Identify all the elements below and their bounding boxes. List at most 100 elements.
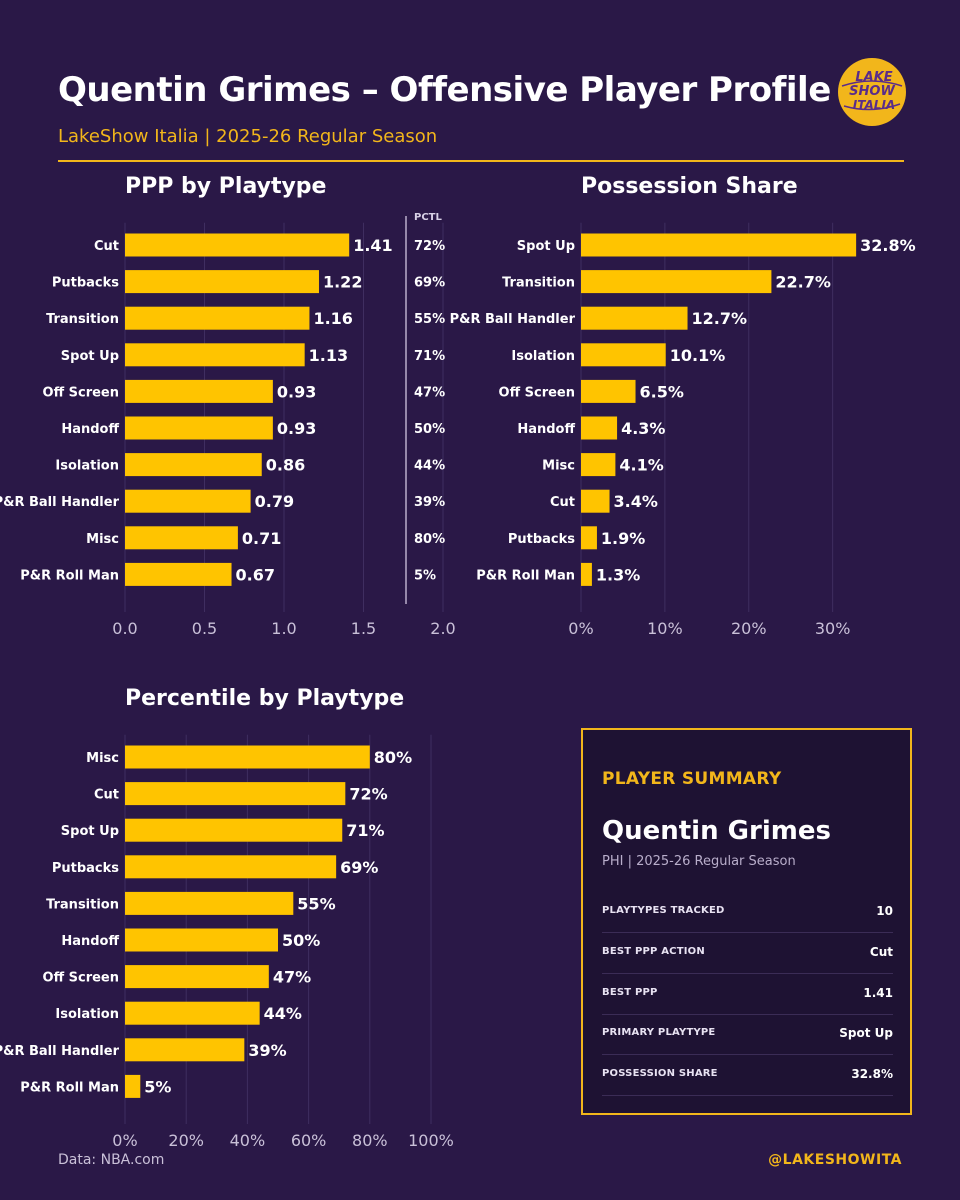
ppp-bar [125, 416, 273, 440]
ppp-value-label: 1.41 [353, 236, 392, 255]
pctl-value-label: 80% [374, 748, 412, 767]
share-category-label: Handoff [517, 422, 575, 437]
ppp-value-label: 1.16 [313, 309, 352, 328]
ppp-tick-label: 2.0 [430, 619, 455, 638]
pctl-value-label: 69% [340, 858, 378, 877]
ppp-bar [125, 379, 273, 403]
pctl-category-label: P&R Ball Handler [0, 1044, 120, 1059]
ppp-category-label: P&R Roll Man [20, 568, 119, 583]
ppp-value-label: 1.13 [309, 346, 348, 365]
ppp-side-label: 50% [414, 422, 445, 437]
summary-heading: PLAYER SUMMARY [602, 769, 782, 789]
ppp-category-label: Transition [46, 312, 119, 327]
pctl-category-label: P&R Roll Man [20, 1080, 119, 1095]
pctl-category-label: Cut [94, 788, 119, 803]
ppp-tick-label: 0.5 [192, 619, 217, 638]
social-handle[interactable]: @LAKESHOWITA [768, 1152, 902, 1168]
share-value-label: 1.3% [596, 565, 640, 584]
share-category-label: Off Screen [499, 385, 575, 400]
pctl-category-label: Isolation [55, 1007, 119, 1022]
pctl-value-label: 39% [248, 1041, 286, 1060]
summary-row-value: Cut [869, 945, 893, 959]
logo-ball-seam [841, 80, 903, 87]
pctl-value-label: 44% [264, 1004, 302, 1023]
ppp-value-label: 0.71 [242, 529, 281, 548]
pctl-category-label: Spot Up [61, 824, 119, 839]
ppp-side-label: 39% [414, 495, 445, 510]
ppp-tick-label: 1.0 [271, 619, 296, 638]
ppp-value-label: 0.79 [255, 492, 294, 511]
share-chart-title: Possession Share [581, 174, 798, 199]
summary-row-label: BEST PPP ACTION [602, 946, 705, 957]
share-category-label: Transition [502, 276, 575, 291]
pctl-value-label: 55% [297, 894, 335, 913]
pctl-tick-label: 80% [352, 1131, 388, 1150]
pctl-value-label: 71% [346, 821, 384, 840]
logo-text: SHOW [849, 84, 895, 99]
ppp-side-label: 71% [414, 349, 445, 364]
share-category-label: Misc [542, 459, 575, 474]
page-subtitle: LakeShow Italia | 2025-26 Regular Season [58, 126, 438, 147]
summary-row: PRIMARY PLAYTYPE Spot Up [602, 1014, 893, 1055]
share-tick-label: 20% [731, 619, 767, 638]
pctl-value-label: 5% [144, 1077, 171, 1096]
share-bar [581, 270, 772, 294]
ppp-side-label: 80% [414, 532, 445, 547]
ppp-value-label: 0.86 [266, 456, 305, 475]
summary-row: BEST PPP 1.41 [602, 974, 893, 1015]
ppp-side-label: 55% [414, 312, 445, 327]
pctl-bar [125, 928, 278, 952]
logo-ball-seam [843, 103, 901, 111]
summary-row-value: Spot Up [839, 1026, 893, 1040]
ppp-bar [125, 453, 262, 477]
ppp-side-label: 69% [414, 276, 445, 291]
pctl-bar [125, 855, 337, 879]
pctl-value-label: 47% [273, 968, 311, 987]
ppp-category-label: Isolation [55, 459, 119, 474]
share-tick-label: 30% [815, 619, 851, 638]
ppp-chart-title: PPP by Playtype [125, 174, 327, 199]
ppp-bar [125, 489, 251, 513]
summary-row-value: 10 [876, 904, 893, 918]
share-value-label: 10.1% [670, 346, 726, 365]
summary-row-label: BEST PPP [602, 987, 658, 998]
pctl-category-label: Handoff [61, 934, 119, 949]
ppp-bar [125, 270, 319, 294]
pctl-value-label: 72% [349, 785, 387, 804]
summary-row-value: 32.8% [851, 1067, 893, 1081]
logo-text: LAKE [855, 70, 892, 85]
share-bar [581, 379, 636, 403]
ppp-value-label: 0.67 [236, 565, 275, 584]
pctl-bar [125, 965, 269, 989]
pctl-category-label: Transition [46, 897, 119, 912]
share-category-label: P&R Roll Man [476, 568, 575, 583]
pctl-bar [125, 782, 346, 806]
data-source: Data: NBA.com [58, 1152, 165, 1168]
ppp-category-label: Putbacks [52, 276, 119, 291]
ppp-side-header: PCTL [414, 212, 442, 223]
share-category-label: Isolation [511, 349, 575, 364]
share-category-label: P&R Ball Handler [450, 312, 576, 327]
summary-row: PLAYTYPES TRACKED 10 [602, 892, 893, 933]
ppp-tick-label: 1.5 [351, 619, 376, 638]
ppp-value-label: 1.22 [323, 273, 362, 292]
summary-row-label: PRIMARY PLAYTYPE [602, 1027, 716, 1038]
ppp-bar [125, 526, 238, 550]
pctl-category-label: Off Screen [43, 971, 119, 986]
pctl-bar [125, 1074, 141, 1098]
share-bar [581, 453, 616, 477]
pctl-tick-label: 20% [168, 1131, 204, 1150]
ppp-category-label: Spot Up [61, 349, 119, 364]
ppp-value-label: 0.93 [277, 419, 316, 438]
ppp-bar [125, 343, 305, 367]
share-category-label: Putbacks [508, 532, 575, 547]
summary-player-name: Quentin Grimes [602, 816, 831, 846]
share-category-label: Cut [550, 495, 575, 510]
ppp-bar [125, 233, 350, 257]
ppp-category-label: Cut [94, 239, 119, 254]
summary-meta: PHI | 2025-26 Regular Season [602, 854, 796, 869]
pctl-value-label: 50% [282, 931, 320, 950]
pctl-bar [125, 891, 294, 915]
summary-row-label: POSSESSION SHARE [602, 1068, 718, 1079]
pctl-bar [125, 745, 370, 769]
